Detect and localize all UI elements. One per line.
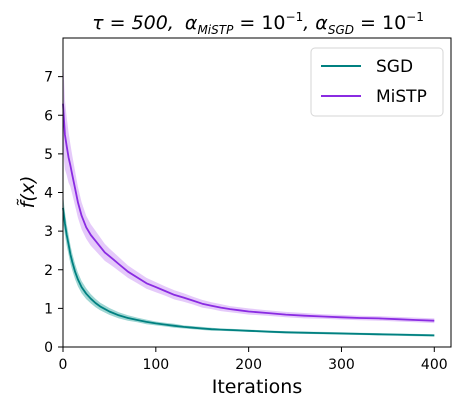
y-tick-label: 1 xyxy=(44,301,53,317)
y-tick-label: 6 xyxy=(44,108,53,124)
title-alpha-mistp-exp: −1 xyxy=(286,10,304,24)
line-sgd xyxy=(62,207,435,337)
y-tick-label: 5 xyxy=(44,147,53,163)
x-axis-label: Iterations xyxy=(212,376,303,398)
title-alpha-mistp-value: = 10 xyxy=(233,12,285,34)
y-tick-label: 3 xyxy=(44,224,53,240)
title-alpha-mistp: α xyxy=(185,12,198,34)
y-axis-label: f̃(x) xyxy=(17,176,39,209)
x-tick-label: 100 xyxy=(142,357,169,373)
title-alpha-sgd: , α xyxy=(303,12,328,34)
title-tau: τ = 500, xyxy=(92,12,174,34)
title-alpha-sgd-sub: SGD xyxy=(328,23,354,37)
x-tick-label: 300 xyxy=(328,357,355,373)
title-alpha-sgd-exp: −1 xyxy=(406,10,424,24)
legend-label-sgd: SGD xyxy=(376,57,413,77)
x-tick-label: 400 xyxy=(421,357,448,373)
title-alpha-sgd-value: = 10 xyxy=(354,12,406,34)
legend-label-mistp: MiSTP xyxy=(376,87,427,107)
y-tick-label: 7 xyxy=(44,70,53,86)
line-mistp xyxy=(62,103,435,322)
chart-title: τ = 500, αMiSTP = 10−1, αSGD = 10−1 xyxy=(92,10,424,37)
y-axis-ticks: 0 1 2 3 4 5 6 7 xyxy=(44,70,63,356)
title-alpha-mistp-sub: MiSTP xyxy=(197,23,234,37)
y-tick-label: 2 xyxy=(44,263,53,279)
x-tick-label: 200 xyxy=(235,357,262,373)
x-tick-label: 0 xyxy=(59,357,68,373)
x-axis-ticks: 0 100 200 300 400 xyxy=(59,347,448,373)
series-lines xyxy=(62,103,435,337)
y-tick-label: 0 xyxy=(44,340,53,356)
y-tick-label: 4 xyxy=(44,186,53,202)
legend: SGD MiSTP xyxy=(310,47,444,117)
